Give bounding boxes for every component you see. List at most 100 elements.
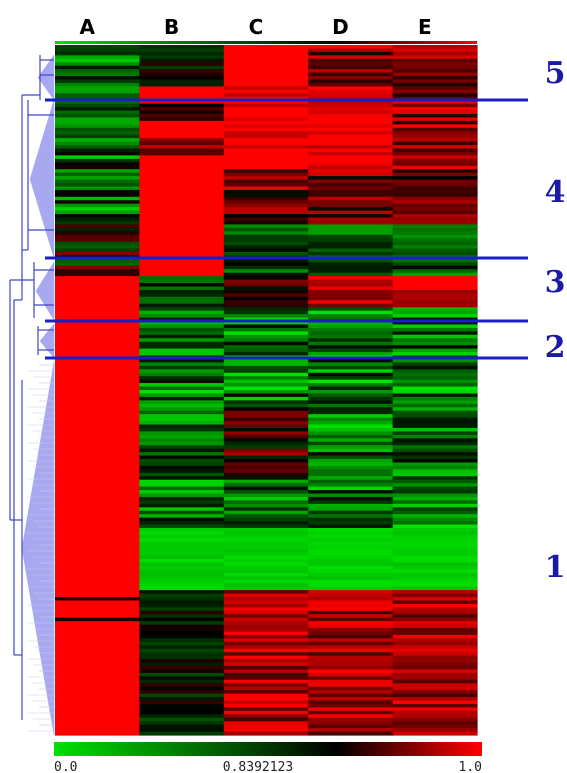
cluster-label: 1 — [545, 550, 566, 585]
heatmap-cell — [308, 327, 394, 332]
heatmap-cell — [139, 300, 225, 305]
heatmap-cell — [139, 559, 225, 564]
heatmap-cell — [308, 82, 394, 87]
heatmap-cell — [308, 576, 394, 581]
heatmap-cell — [139, 334, 225, 339]
heatmap-cell — [223, 659, 309, 664]
heatmap-cell — [223, 196, 309, 201]
heatmap-cell — [223, 272, 309, 277]
heatmap-cell — [223, 172, 309, 177]
heatmap-cell — [392, 100, 478, 105]
heatmap-cell — [55, 220, 140, 225]
heatmap-cell — [139, 224, 225, 229]
heatmap-cell — [55, 248, 140, 253]
heatmap-cell — [308, 376, 394, 381]
heatmap-cell — [55, 472, 140, 477]
heatmap-cell — [308, 369, 394, 374]
heatmap-cell — [392, 86, 478, 91]
heatmap-cell — [139, 269, 225, 274]
heatmap-cell — [223, 279, 309, 284]
heatmap-cell — [308, 321, 394, 326]
heatmap-cell — [308, 55, 394, 60]
heatmap-cell — [223, 572, 309, 577]
heatmap-cell — [55, 189, 140, 194]
heatmap-cell — [223, 617, 309, 622]
heatmap-cell — [308, 348, 394, 353]
heatmap-cell — [308, 248, 394, 253]
heatmap-cell — [308, 552, 394, 557]
heatmap-cell — [392, 465, 478, 470]
heatmap-cell — [223, 448, 309, 453]
heatmap-cell — [392, 227, 478, 232]
heatmap-cell — [55, 445, 140, 450]
heatmap-cell — [139, 165, 225, 170]
heatmap-cell — [55, 731, 140, 736]
heatmap-cell — [223, 728, 309, 733]
heatmap-cell — [392, 648, 478, 653]
heatmap-cell — [308, 721, 394, 726]
heatmap-cell — [55, 103, 140, 108]
heatmap-cell — [392, 641, 478, 646]
heatmap-cell — [139, 569, 225, 574]
heatmap-cell — [223, 434, 309, 439]
heatmap-cell — [392, 307, 478, 312]
heatmap-cell — [139, 528, 225, 533]
heatmap-cell — [55, 669, 140, 674]
heatmap-cell — [392, 138, 478, 143]
heatmap-cell — [55, 124, 140, 129]
heatmap-cell — [223, 562, 309, 567]
heatmap-cell — [55, 110, 140, 115]
heatmap-cell — [392, 372, 478, 377]
heatmap-cell — [223, 265, 309, 270]
heatmap-cell — [308, 165, 394, 170]
heatmap-cell — [392, 597, 478, 602]
heatmap-cell — [55, 652, 140, 657]
heatmap-cell — [392, 217, 478, 222]
heatmap-cell — [55, 231, 140, 236]
heatmap-cell — [392, 303, 478, 308]
heatmap-cell — [223, 424, 309, 429]
heatmap-cell — [55, 289, 140, 294]
heatmap-cell — [392, 707, 478, 712]
heatmap-cell — [392, 638, 478, 643]
heatmap-cell — [139, 158, 225, 163]
heatmap-cell — [139, 203, 225, 208]
heatmap-cell — [55, 590, 140, 595]
heatmap-cell — [392, 210, 478, 215]
heatmap-cell — [392, 283, 478, 288]
heatmap-cell — [139, 445, 225, 450]
heatmap-cell — [392, 393, 478, 398]
heatmap-cell — [223, 714, 309, 719]
heatmap-cell — [223, 700, 309, 705]
heatmap-cell — [55, 158, 140, 163]
heatmap-cell — [392, 93, 478, 98]
heatmap-cell — [392, 293, 478, 298]
heatmap-cell — [223, 203, 309, 208]
heatmap-cell — [55, 583, 140, 588]
heatmap-cell — [223, 676, 309, 681]
heatmap-cell — [308, 421, 394, 426]
heatmap-cell — [392, 172, 478, 177]
heatmap-cell — [223, 624, 309, 629]
heatmap-cell — [308, 227, 394, 232]
heatmap-cell — [223, 490, 309, 495]
heatmap-cell — [139, 424, 225, 429]
heatmap-cell — [392, 534, 478, 539]
heatmap-cell — [55, 262, 140, 267]
heatmap-cell — [392, 231, 478, 236]
heatmap-cell — [308, 245, 394, 250]
heatmap-cell — [392, 721, 478, 726]
heatmap-cell — [223, 296, 309, 301]
heatmap-cell — [223, 245, 309, 250]
heatmap-cell — [308, 634, 394, 639]
heatmap-cell — [223, 666, 309, 671]
heatmap-cell — [392, 186, 478, 191]
heatmap-cell — [139, 686, 225, 691]
heatmap-cell — [55, 72, 140, 77]
heatmap-cell — [308, 296, 394, 301]
heatmap-cell — [55, 717, 140, 722]
heatmap-cell — [139, 621, 225, 626]
heatmap-cell — [55, 517, 140, 522]
heatmap-cell — [139, 679, 225, 684]
heatmap-cell — [392, 269, 478, 274]
